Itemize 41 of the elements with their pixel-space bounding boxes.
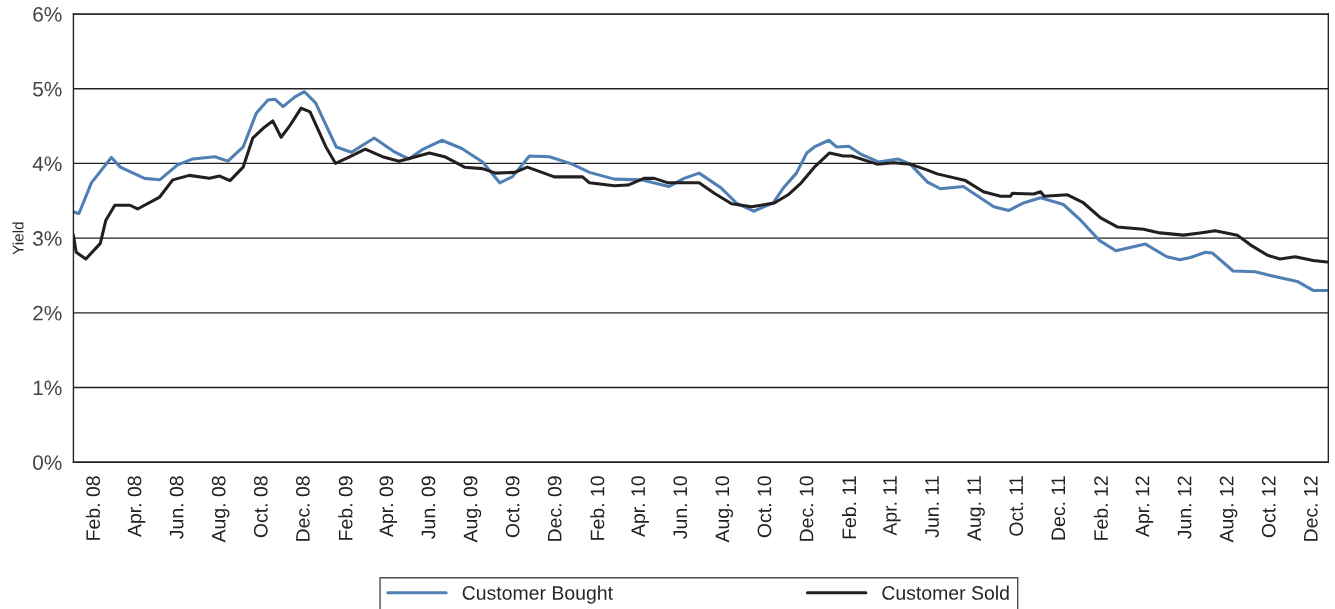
- y-axis-title: Yield: [12, 222, 24, 255]
- y-tick-label: 4%: [32, 156, 62, 172]
- y-tick-label: 5%: [33, 81, 62, 97]
- y-tick-label: 0%: [33, 455, 62, 470]
- x-tick-label: Aug. 09: [463, 476, 482, 543]
- x-tick-label: Dec. 12: [1303, 476, 1318, 541]
- x-tick-label: Jun. 12: [1177, 476, 1192, 539]
- x-tick-label: Dec. 10: [799, 476, 814, 541]
- y-tick-label: 6%: [33, 7, 62, 22]
- y-tick-label: 3%: [33, 231, 62, 246]
- legend-label: Customer Sold: [882, 585, 1009, 600]
- x-tick-label: Dec. 09: [547, 476, 562, 541]
- x-tick-label: Apr. 11: [883, 476, 901, 536]
- x-tick-label: Aug. 11: [967, 476, 985, 541]
- x-tick-label: Oct. 12: [1261, 476, 1276, 538]
- x-tick-label: Jun. 08: [169, 476, 184, 539]
- y-tick-label: 2%: [33, 305, 62, 321]
- x-tick-label: Dec. 11: [1051, 476, 1066, 540]
- x-tick-label: Feb. 09: [338, 476, 353, 540]
- x-tick-label: Oct. 09: [505, 476, 520, 538]
- x-tick-label: Apr. 12: [1135, 476, 1154, 537]
- x-tick-label: Jun. 09: [421, 476, 436, 539]
- x-tick-label: Dec. 08: [295, 476, 310, 541]
- x-tick-label: Oct. 10: [757, 476, 772, 538]
- legend-label: Customer Bought: [462, 585, 613, 604]
- x-tick-label: Jun. 10: [673, 476, 688, 539]
- x-tick-label: Jun. 11: [925, 476, 939, 538]
- x-tick-label: Aug. 12: [1219, 476, 1238, 543]
- x-tick-label: Feb. 11: [841, 476, 857, 539]
- x-tick-label: Feb. 08: [85, 476, 101, 540]
- x-tick-label: Apr. 09: [379, 476, 398, 537]
- x-tick-label: Feb. 12: [1093, 476, 1108, 540]
- x-tick-label: Oct. 08: [253, 476, 268, 538]
- x-tick-label: Aug. 08: [211, 476, 230, 543]
- line-series: [73, 90, 1329, 292]
- x-tick-label: Aug. 10: [715, 476, 734, 543]
- x-tick-label: Feb. 10: [590, 476, 605, 540]
- x-tick-label: Apr. 08: [127, 476, 146, 537]
- x-tick-label: Apr. 10: [631, 476, 649, 537]
- y-tick-label: 1%: [33, 380, 62, 396]
- x-tick-label: Oct. 11: [1009, 476, 1024, 536]
